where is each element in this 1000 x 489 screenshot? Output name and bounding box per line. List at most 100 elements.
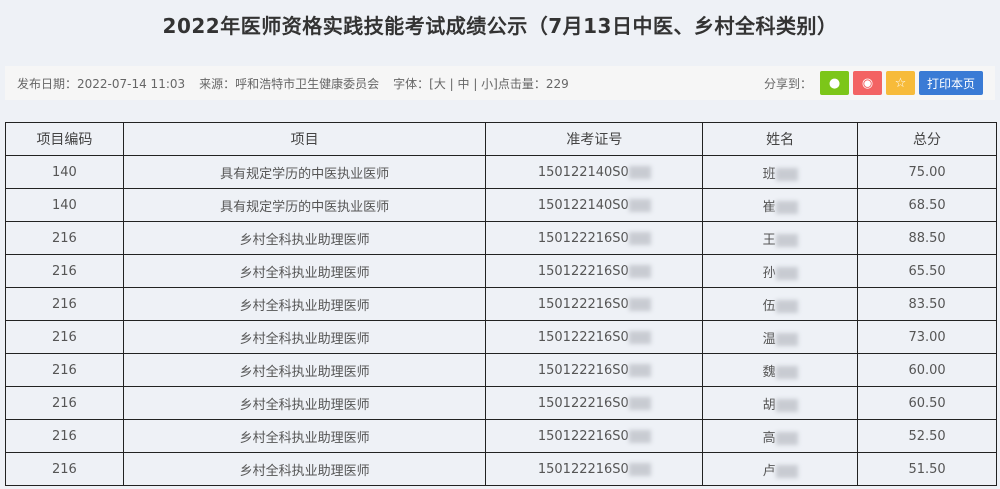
table-cell: 216 xyxy=(5,353,124,387)
share-label: 分享到： xyxy=(763,76,812,91)
redacted-blur xyxy=(628,198,651,212)
table-cell: 216 xyxy=(5,221,124,255)
table-cell: 68.50 xyxy=(857,188,997,222)
cell-text: 魏 xyxy=(762,364,776,380)
table-cell: 乡村全科执业助理医师 xyxy=(122,386,487,420)
cell-text: 216 xyxy=(52,428,77,444)
cell-text: 乡村全科执业助理医师 xyxy=(239,430,370,446)
table-row: 140 具有规定学历的中医执业医师 150122140S0 崔 68.50 xyxy=(5,188,997,222)
table-cell: 崔 xyxy=(702,188,859,222)
cell-text: 140 xyxy=(52,164,77,180)
table-row: 140 具有规定学历的中医执业医师 150122140S0 班 75.00 xyxy=(5,155,997,189)
redacted-blur xyxy=(628,396,651,410)
redacted-blur xyxy=(775,233,798,247)
table-cell: 乡村全科执业助理医师 xyxy=(122,320,487,354)
redacted-blur xyxy=(775,431,798,445)
cell-text: 216 xyxy=(52,362,77,378)
redacted-blur xyxy=(775,167,798,181)
cell-text: 83.50 xyxy=(908,296,946,312)
table-cell: 73.00 xyxy=(857,320,997,354)
cell-text: 150122140S0 xyxy=(537,197,629,213)
table-cell: 150122216S0 xyxy=(485,221,704,255)
cell-text: 216 xyxy=(52,263,77,279)
cell-text: 52.50 xyxy=(908,428,946,444)
redacted-blur xyxy=(628,330,651,344)
table-cell: 孙 xyxy=(702,254,859,288)
cell-text: 胡 xyxy=(762,397,776,413)
star-icon[interactable]: ☆ xyxy=(885,71,915,95)
table-cell: 150122216S0 xyxy=(485,254,704,288)
table-cell: 乡村全科执业助理医师 xyxy=(122,353,487,387)
publish-date: 发布日期：2022-07-14 11:03 xyxy=(17,76,186,91)
print-button[interactable]: 打印本页 xyxy=(918,71,983,95)
cell-text: 88.50 xyxy=(908,230,946,246)
table-cell: 140 xyxy=(5,155,124,189)
font-size-selector[interactable]: 字体：[大 | 中 | 小] xyxy=(393,76,498,91)
cell-text: 65.50 xyxy=(908,263,946,279)
column-header: 项目 xyxy=(122,122,487,156)
cell-text: 216 xyxy=(52,461,77,477)
redacted-blur xyxy=(628,231,651,245)
table-row: 216 乡村全科执业助理医师 150122216S0 孙 65.50 xyxy=(5,254,997,288)
cell-text: 150122216S0 xyxy=(537,362,629,378)
redacted-blur xyxy=(628,429,651,443)
redacted-blur xyxy=(775,332,798,346)
cell-text: 乡村全科执业助理医师 xyxy=(239,232,370,248)
cell-text: 150122216S0 xyxy=(537,428,629,444)
cell-text: 150122216S0 xyxy=(537,329,629,345)
click-count: 点击量：229 xyxy=(497,76,569,91)
cell-text: 卢 xyxy=(762,463,776,479)
cell-text: 乡村全科执业助理医师 xyxy=(239,397,370,413)
cell-text: 乡村全科执业助理医师 xyxy=(239,298,370,314)
table-cell: 216 xyxy=(5,320,124,354)
cell-text: 伍 xyxy=(762,298,776,314)
cell-text: 150122216S0 xyxy=(537,263,629,279)
cell-text: 216 xyxy=(52,329,77,345)
redacted-blur xyxy=(775,200,798,214)
table-cell: 60.00 xyxy=(857,353,997,387)
table-cell: 乡村全科执业助理医师 xyxy=(122,419,487,453)
redacted-blur xyxy=(628,363,651,377)
table-cell: 乡村全科执业助理医师 xyxy=(122,254,487,288)
source: 来源：呼和浩特市卫生健康委员会 xyxy=(199,76,380,91)
share-bar: 分享到： ● ◉ ☆ 打印本页 xyxy=(764,71,983,95)
table-cell: 75.00 xyxy=(857,155,997,189)
cell-text: 73.00 xyxy=(908,329,946,345)
cell-text: 高 xyxy=(762,430,776,446)
cell-text: 150122216S0 xyxy=(537,230,629,246)
column-header: 准考证号 xyxy=(485,122,704,156)
cell-text: 乡村全科执业助理医师 xyxy=(239,265,370,281)
table-cell: 乡村全科执业助理医师 xyxy=(122,452,487,486)
table-row: 216 乡村全科执业助理医师 150122216S0 卢 51.50 xyxy=(5,452,997,486)
cell-text: 王 xyxy=(762,232,776,248)
redacted-blur xyxy=(775,266,798,280)
column-header: 姓名 xyxy=(702,122,859,156)
table-row: 216 乡村全科执业助理医师 150122216S0 王 88.50 xyxy=(5,221,997,255)
table-cell: 魏 xyxy=(702,353,859,387)
cell-text: 具有规定学历的中医执业医师 xyxy=(220,199,390,215)
redacted-blur xyxy=(775,299,798,313)
table-cell: 温 xyxy=(702,320,859,354)
table-cell: 65.50 xyxy=(857,254,997,288)
table-cell: 150122216S0 xyxy=(485,386,704,420)
results-table: 项目编码 项目 准考证号 姓名 总分 140 具有规定学历的中医执业医师 150122140… xyxy=(5,122,997,486)
cell-text: 60.50 xyxy=(908,395,946,411)
cell-text: 孙 xyxy=(762,265,776,281)
redacted-blur xyxy=(628,297,651,311)
cell-text: 班 xyxy=(762,166,776,182)
cell-text: 216 xyxy=(52,395,77,411)
table-cell: 60.50 xyxy=(857,386,997,420)
table-cell: 216 xyxy=(5,452,124,486)
wechat-icon[interactable]: ● xyxy=(819,71,849,95)
cell-text: 乡村全科执业助理医师 xyxy=(239,331,370,347)
redacted-blur xyxy=(628,165,651,179)
table-cell: 王 xyxy=(702,221,859,255)
column-header: 总分 xyxy=(857,122,997,156)
table-cell: 150122216S0 xyxy=(485,287,704,321)
cell-text: 140 xyxy=(52,197,77,213)
table-cell: 83.50 xyxy=(857,287,997,321)
table-cell: 胡 xyxy=(702,386,859,420)
weibo-icon[interactable]: ◉ xyxy=(852,71,882,95)
table-row: 216 乡村全科执业助理医师 150122216S0 伍 83.50 xyxy=(5,287,997,321)
redacted-blur xyxy=(628,462,651,476)
